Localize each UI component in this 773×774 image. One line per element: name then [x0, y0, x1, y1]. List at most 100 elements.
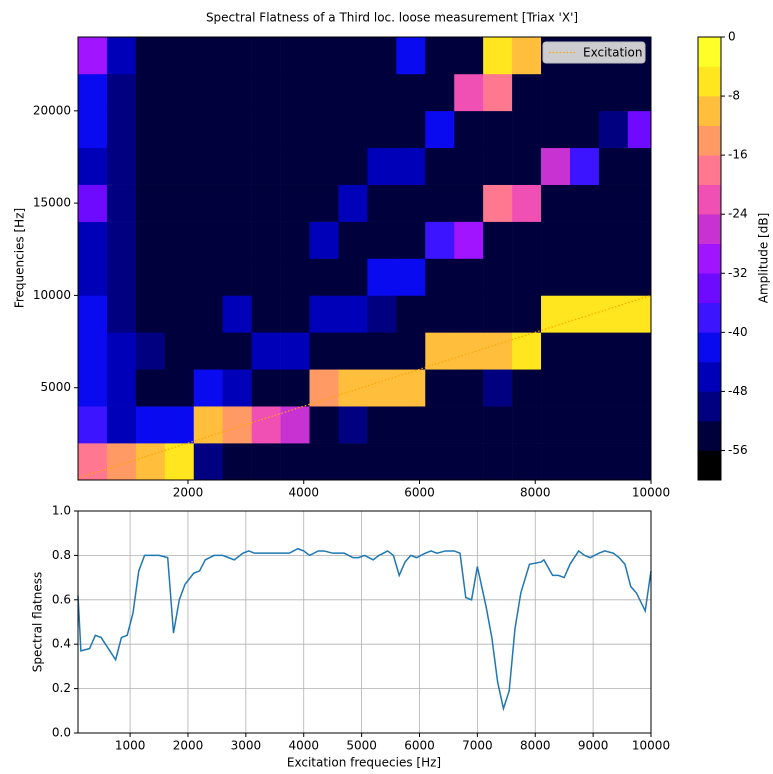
heatmap-cell: [454, 184, 484, 222]
heatmap-cell: [425, 443, 455, 481]
heatmap-cell: [425, 406, 455, 444]
colorbar-label: Amplitude [dB]: [757, 213, 771, 304]
heatmap-cell: [164, 221, 195, 259]
heatmap-cell: [367, 184, 397, 222]
heatmap-cell: [541, 443, 571, 481]
heatmap-cell: [193, 184, 223, 222]
heatmap-cell: [164, 369, 195, 407]
heatmap-cell: [541, 332, 571, 370]
heatmap-cell: [425, 37, 455, 75]
colorbar-band: [698, 125, 721, 156]
heatmap-cell: [627, 295, 652, 333]
heatmap-cell: [483, 37, 513, 75]
heatmap-cell: [338, 258, 368, 296]
heatmap-cell: [135, 73, 166, 112]
heatmap-cell: [396, 221, 426, 259]
heatmap-cell: [309, 443, 339, 481]
heatmap-cell: [251, 184, 281, 222]
colorbar-band: [698, 37, 721, 67]
heatmap-cell: [598, 73, 629, 112]
heatmap-cell: [164, 73, 195, 112]
heatmap-cell: [106, 184, 137, 222]
x-tick-label: 8000: [520, 486, 551, 500]
heatmap-cell: [309, 258, 339, 296]
heatmap-cell: [78, 73, 108, 112]
axes-frame: [77, 36, 652, 481]
excitation-line: [77, 294, 652, 479]
heatmap-cell: [280, 258, 310, 296]
heatmap-cell: [135, 221, 166, 259]
heatmap-cell: [164, 184, 195, 222]
heatmap-cell: [251, 110, 281, 149]
heatmap-cell: [483, 184, 513, 222]
y-tick-label: 0.0: [52, 726, 71, 740]
heatmap-cell: [193, 332, 223, 370]
heatmap-cell: [338, 73, 368, 112]
heatmap-cell: [251, 258, 281, 296]
heatmap-cell: [512, 258, 542, 296]
y-tick-label: 20000: [33, 103, 71, 117]
heatmap-cell: [512, 406, 542, 444]
heatmap-cell: [627, 110, 652, 149]
heatmap-cell: [367, 258, 397, 296]
chart-title: Spectral Flatness of a Third loc. loose …: [206, 11, 578, 25]
heatmap-cell: [309, 37, 339, 75]
heatmap-cell: [309, 221, 339, 259]
heatmap-cell: [569, 443, 600, 481]
heatmap-cell: [598, 443, 629, 481]
heatmap-cell: [309, 184, 339, 222]
heatmap-cell: [367, 406, 397, 444]
heatmap-cell: [78, 295, 108, 333]
heatmap-cell: [106, 221, 137, 259]
x-tick-label: 10000: [632, 486, 670, 500]
heatmap-cell: [396, 369, 426, 407]
legend-label: Excitation: [583, 46, 642, 60]
flatness-line: [77, 547, 652, 712]
heatmap-cell: [569, 184, 600, 222]
heatmap-cell: [454, 73, 484, 112]
heatmap-cell: [425, 184, 455, 222]
colorbar-tick-label: -48: [728, 384, 748, 398]
heatmap-cell: [222, 147, 252, 185]
heatmap-cell: [483, 443, 513, 481]
heatmap-cell: [164, 332, 195, 370]
heatmap-cell: [338, 184, 368, 222]
colorbar-band: [698, 420, 721, 451]
heatmap-cell: [598, 184, 629, 222]
heatmap-cell: [483, 406, 513, 444]
heatmap-cell: [106, 295, 137, 333]
y-tick-label: 1.0: [52, 504, 71, 518]
heatmap-cell: [251, 147, 281, 185]
heatmap-cell: [425, 258, 455, 296]
heatmap-cell: [106, 332, 137, 370]
heatmap-cell: [454, 406, 484, 444]
heatmap: [78, 37, 652, 481]
heatmap-cell: [193, 258, 223, 296]
heatmap-cell: [454, 332, 484, 370]
heatmap-cell: [512, 369, 542, 407]
heatmap-cell: [78, 443, 108, 481]
heatmap-cell: [106, 406, 137, 444]
heatmap-cell: [627, 258, 652, 296]
heatmap-cell: [193, 221, 223, 259]
heatmap-cell: [598, 147, 629, 185]
heatmap-cell: [251, 37, 281, 75]
heatmap-cell: [483, 295, 513, 333]
heatmap-cell: [569, 73, 600, 112]
heatmap-cell: [396, 295, 426, 333]
y-tick-label: 15000: [33, 196, 71, 210]
heatmap-cell: [280, 73, 310, 112]
x-tick-label: 10000: [632, 739, 670, 753]
colorbar-band: [698, 155, 721, 185]
heatmap-cell: [251, 73, 281, 112]
heatmap-cell: [106, 258, 137, 296]
heatmap-cell: [569, 332, 600, 370]
x-tick-label: 6000: [404, 739, 435, 753]
heatmap-cell: [627, 147, 652, 185]
heatmap-cell: [164, 406, 195, 444]
colorbar-band: [698, 243, 721, 274]
heatmap-cell: [222, 369, 252, 407]
heatmap-cell: [106, 369, 137, 407]
heatmap-cell: [454, 110, 484, 149]
